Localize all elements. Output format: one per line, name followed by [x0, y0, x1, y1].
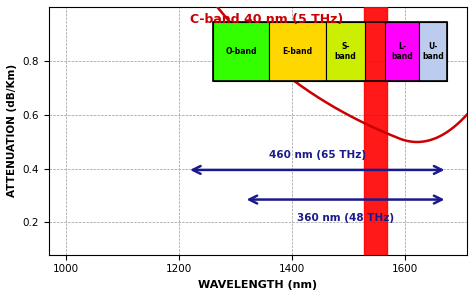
Bar [269, 22, 326, 81]
Bar [213, 22, 269, 81]
Text: S-
band: S- band [335, 42, 356, 61]
Text: L-
band: L- band [391, 42, 413, 61]
Bar [326, 22, 365, 81]
Y-axis label: ATTENUATION (dB/Km): ATTENUATION (dB/Km) [7, 64, 17, 198]
X-axis label: WAVELENGTH (nm): WAVELENGTH (nm) [198, 280, 318, 290]
Bar [385, 22, 419, 81]
Text: O-band: O-band [225, 47, 257, 56]
Bar [213, 22, 447, 81]
Text: C-band 40 nm (5 THz): C-band 40 nm (5 THz) [190, 13, 343, 26]
Text: 460 nm (65 THz): 460 nm (65 THz) [269, 150, 366, 160]
Bar [364, 7, 387, 255]
Text: U-
band: U- band [422, 42, 444, 61]
Text: 360 nm (48 THz): 360 nm (48 THz) [297, 213, 394, 223]
Bar [419, 22, 447, 81]
Text: E-band: E-band [283, 47, 312, 56]
